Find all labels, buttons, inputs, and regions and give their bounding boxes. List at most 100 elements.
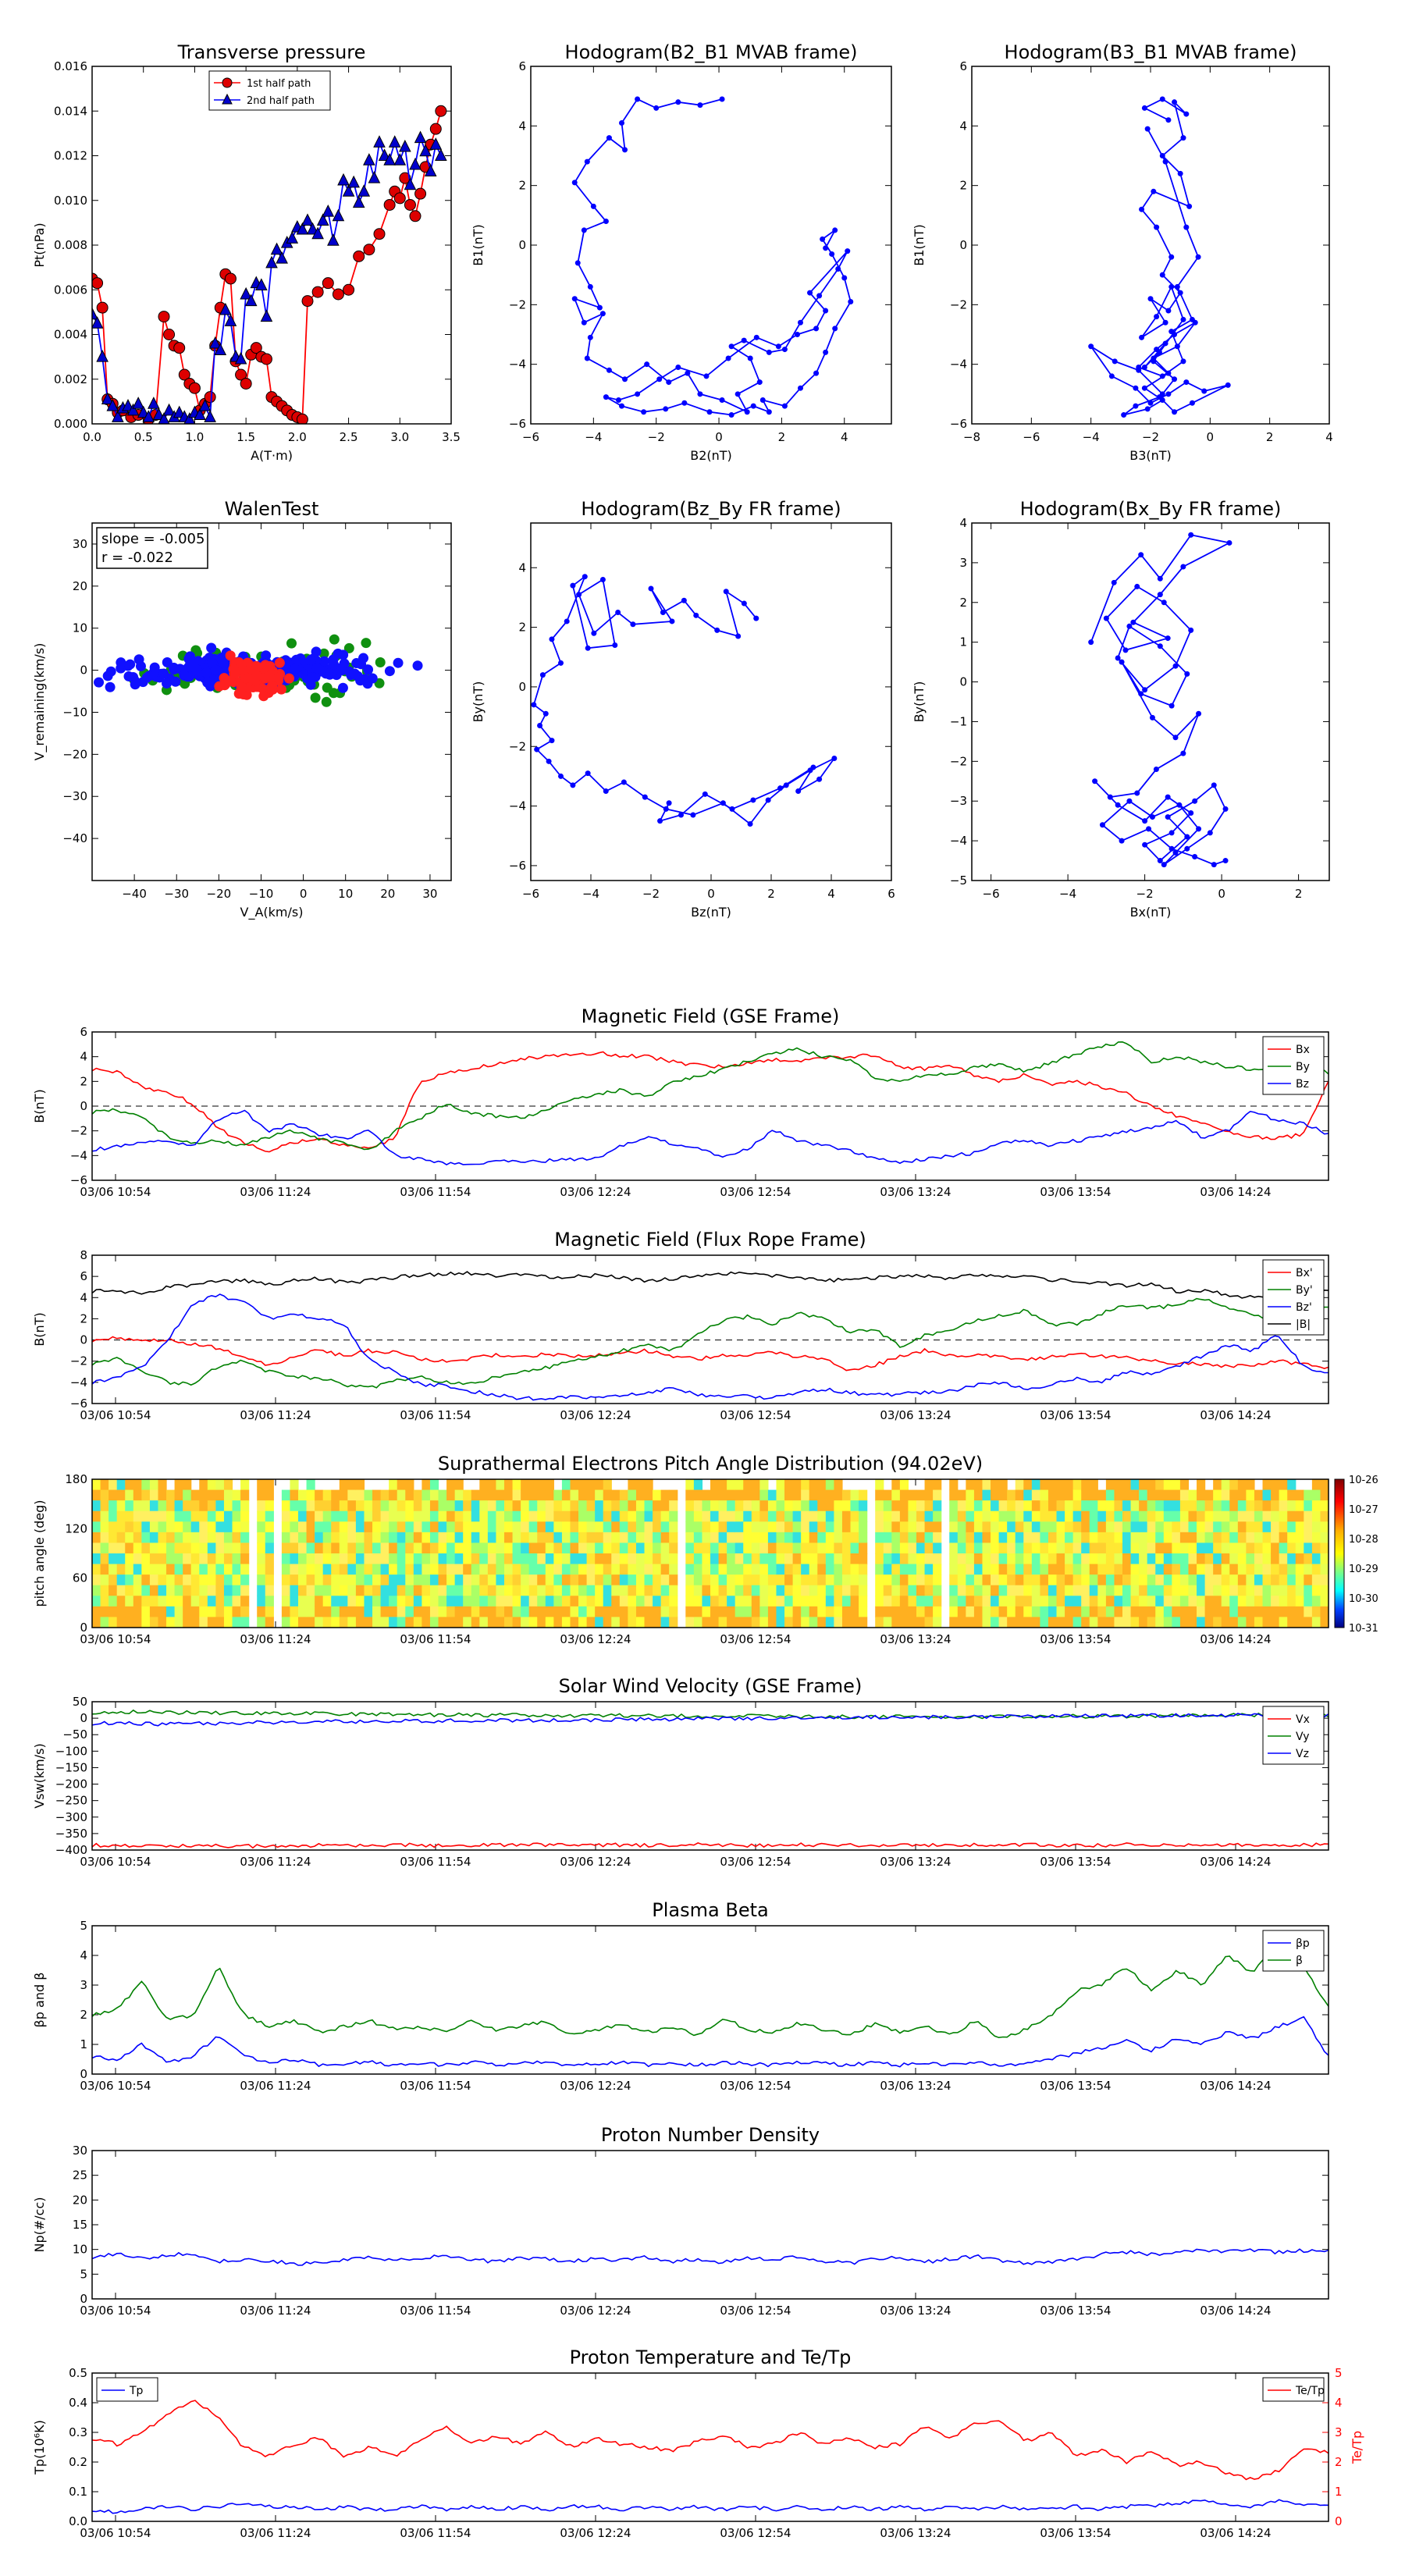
- pad-cell: [1262, 1553, 1272, 1565]
- pt-marker-circle: [173, 342, 186, 354]
- pad-cell: [570, 1564, 579, 1575]
- mag_fr-ytick-label: 8: [80, 1248, 87, 1262]
- pad-cell: [1155, 1606, 1165, 1618]
- pad-cell: [364, 1574, 373, 1586]
- pad-cell: [973, 1510, 984, 1522]
- pad-cell: [834, 1564, 843, 1575]
- pad-cell: [92, 1489, 101, 1501]
- pad-cell: [702, 1542, 711, 1554]
- tp-ytick-right-label: 5: [1335, 2366, 1343, 2380]
- pad-cell: [1204, 1521, 1214, 1533]
- walen-ytick-label: 10: [73, 621, 87, 635]
- pad-cell: [372, 1510, 382, 1522]
- pad-cell: [792, 1617, 802, 1628]
- pad-cell: [265, 1510, 274, 1522]
- pad-cell: [183, 1521, 192, 1533]
- pad-cell: [158, 1564, 167, 1575]
- pad-cell: [232, 1585, 241, 1596]
- pad-cell: [1188, 1574, 1197, 1586]
- pad-cell: [413, 1521, 422, 1533]
- pad-cell: [1031, 1585, 1040, 1596]
- h4-marker-dot: [1157, 575, 1163, 582]
- pad-cell: [933, 1585, 942, 1596]
- h4-marker-dot: [1107, 794, 1113, 800]
- pad-cell: [1122, 1532, 1132, 1544]
- h1-panel: Hodogram(B2_B1 MVAB frame)−6 −4 −2 0 2 4−6−4−…: [471, 41, 892, 463]
- pad-cell: [1031, 1510, 1040, 1522]
- pad-cell: [108, 1596, 118, 1607]
- pad-cell: [982, 1585, 991, 1596]
- pad-cell: [603, 1606, 612, 1618]
- pad-cell: [991, 1542, 1000, 1554]
- pad-cell: [496, 1553, 505, 1565]
- pad-cell: [801, 1606, 810, 1618]
- pad-cell: [776, 1542, 785, 1554]
- pad-cell: [801, 1553, 810, 1565]
- pad-cell: [933, 1596, 942, 1607]
- pad-cell: [471, 1585, 480, 1596]
- pad-cell: [759, 1500, 769, 1512]
- pad-cell: [1221, 1596, 1230, 1607]
- walen-point-green: [343, 642, 354, 653]
- pad-cell: [595, 1521, 604, 1533]
- pad-cell: [751, 1585, 760, 1596]
- h2-marker-dot: [1154, 224, 1160, 230]
- pad-cell: [1056, 1500, 1065, 1512]
- pad-cell: [1229, 1489, 1239, 1501]
- pad-cell: [899, 1532, 909, 1544]
- pad-cell: [281, 1542, 291, 1554]
- h1-marker-dot: [663, 406, 669, 412]
- pad-cell: [504, 1564, 514, 1575]
- pad-cell: [215, 1521, 225, 1533]
- walen-point-blue: [116, 657, 126, 668]
- pad-cell: [578, 1500, 588, 1512]
- pad-cell: [1204, 1510, 1214, 1522]
- pad-cell: [1097, 1585, 1107, 1596]
- pad-cell: [380, 1596, 389, 1607]
- pad-cell: [1097, 1532, 1107, 1544]
- pt-xlabel: A(T·m): [251, 448, 293, 463]
- h1-marker-dot: [848, 299, 854, 305]
- pad-cell: [669, 1500, 678, 1512]
- pt-marker-triangle: [393, 153, 407, 165]
- pad-cell: [1081, 1596, 1090, 1607]
- pad-cell: [957, 1553, 966, 1565]
- pad-cell: [190, 1617, 200, 1628]
- pad-cell: [545, 1574, 554, 1586]
- pad-cell: [841, 1500, 852, 1512]
- pt-marker-circle: [204, 391, 216, 404]
- pad-cell: [116, 1564, 126, 1575]
- pad-cell: [1179, 1521, 1190, 1533]
- h1-ytick-label: −4: [509, 358, 526, 372]
- pad-cell: [429, 1510, 439, 1522]
- h2-marker-dot: [1189, 400, 1195, 406]
- pad-cell: [776, 1564, 785, 1575]
- pad-cell: [718, 1521, 727, 1533]
- pad-cell: [1105, 1542, 1115, 1554]
- pad-cell: [174, 1489, 183, 1501]
- pad-cell: [595, 1585, 604, 1596]
- h2-marker-dot: [1154, 347, 1160, 353]
- pad-cell: [776, 1617, 785, 1628]
- pad-cell: [1105, 1617, 1115, 1628]
- pad-cell: [446, 1564, 456, 1575]
- pad-cell: [331, 1553, 340, 1565]
- pad-cell: [924, 1585, 934, 1596]
- pad-cell: [1056, 1510, 1065, 1522]
- pt-marker-triangle: [435, 148, 447, 161]
- pad-cell: [982, 1542, 991, 1554]
- pad-cell: [1246, 1510, 1255, 1522]
- pad-cell: [315, 1585, 324, 1596]
- pad-cell: [1295, 1489, 1304, 1501]
- pad-cell: [644, 1553, 653, 1565]
- pad-cell: [635, 1479, 646, 1491]
- pad-ytick-label: 60: [73, 1571, 87, 1585]
- pad-cell: [759, 1521, 769, 1533]
- pad-cell: [998, 1585, 1008, 1596]
- pad-cell: [257, 1553, 266, 1565]
- pad-cell: [611, 1596, 621, 1607]
- pad-cell: [281, 1510, 291, 1522]
- pad-cell: [240, 1617, 250, 1628]
- pad-cell: [875, 1596, 884, 1607]
- pad-cell: [809, 1489, 818, 1501]
